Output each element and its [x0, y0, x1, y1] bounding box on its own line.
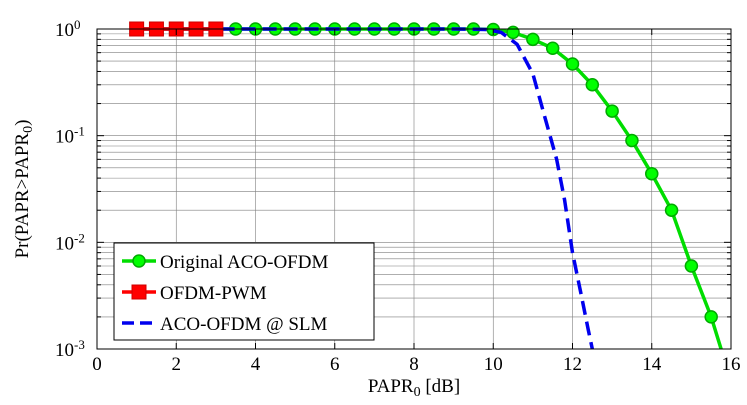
x-tick-label: 16: [722, 354, 741, 375]
y-tick-label: 10-1: [55, 123, 85, 148]
data-point: [664, 203, 679, 217]
x-tick-label: 2: [172, 354, 182, 375]
y-tick-label: 100: [55, 17, 81, 42]
data-point: [684, 259, 699, 273]
data-point: [645, 166, 659, 181]
y-tick-label-base: 10: [55, 233, 74, 254]
x-tick-label: 12: [563, 354, 582, 375]
y-tick-label-base: 10: [55, 127, 74, 148]
x-tick-label: 0: [92, 354, 102, 375]
legend-label: Original ACO-OFDM: [160, 252, 328, 273]
data-point: [526, 32, 540, 47]
x-tick-label: 10: [484, 354, 503, 375]
y-tick-label-exponent: -2: [74, 230, 85, 245]
x-tick-label: 14: [642, 354, 662, 375]
legend-swatch-marker: [132, 254, 146, 268]
data-point: [585, 78, 600, 92]
data-point: [545, 41, 560, 55]
x-axis-label-unit: [dB]: [421, 376, 461, 397]
legend-items: Original ACO-OFDM OFDM-PWM ACO-OFDM @ SLM: [122, 252, 328, 335]
x-axis-label-subscript: 0: [414, 385, 421, 400]
legend-item: OFDM-PWM: [122, 283, 267, 304]
y-axis-label-subscript: 0: [21, 126, 36, 133]
x-axis-label: PAPR0 [dB]: [368, 376, 460, 400]
legend-label: OFDM-PWM: [160, 283, 267, 304]
y-tick-label-base: 10: [55, 20, 74, 41]
y-tick-label-exponent: 0: [74, 17, 81, 32]
legend-item: Original ACO-OFDM: [122, 252, 328, 273]
x-tick-label: 4: [251, 354, 261, 375]
data-point: [704, 310, 718, 324]
x-tick-label: 6: [330, 354, 340, 375]
y-tick-label: 10-2: [55, 230, 85, 255]
y-axis-label-close: ): [12, 120, 33, 126]
y-axis-label-base: Pr(PAPR>PAPR: [12, 133, 33, 259]
y-tick-label: 10-3: [55, 337, 85, 362]
y-tick-label-exponent: -1: [74, 123, 85, 138]
data-point: [565, 57, 580, 71]
data-point: [506, 25, 520, 40]
data-point: [605, 104, 619, 118]
y-tick-label-exponent: -3: [74, 337, 85, 352]
legend-swatch-marker: [131, 284, 147, 300]
data-point: [625, 133, 639, 148]
x-tick-label: 8: [409, 354, 419, 375]
y-axis-label: Pr(PAPR>PAPR0): [12, 120, 36, 259]
legend-item: ACO-OFDM @ SLM: [122, 314, 328, 335]
legend: Original ACO-OFDM OFDM-PWM ACO-OFDM @ SLM: [113, 242, 375, 341]
x-axis-label-base: PAPR: [368, 376, 414, 397]
legend-label: ACO-OFDM @ SLM: [160, 314, 328, 335]
y-tick-label-base: 10: [55, 340, 74, 361]
legend-box: [113, 242, 375, 341]
